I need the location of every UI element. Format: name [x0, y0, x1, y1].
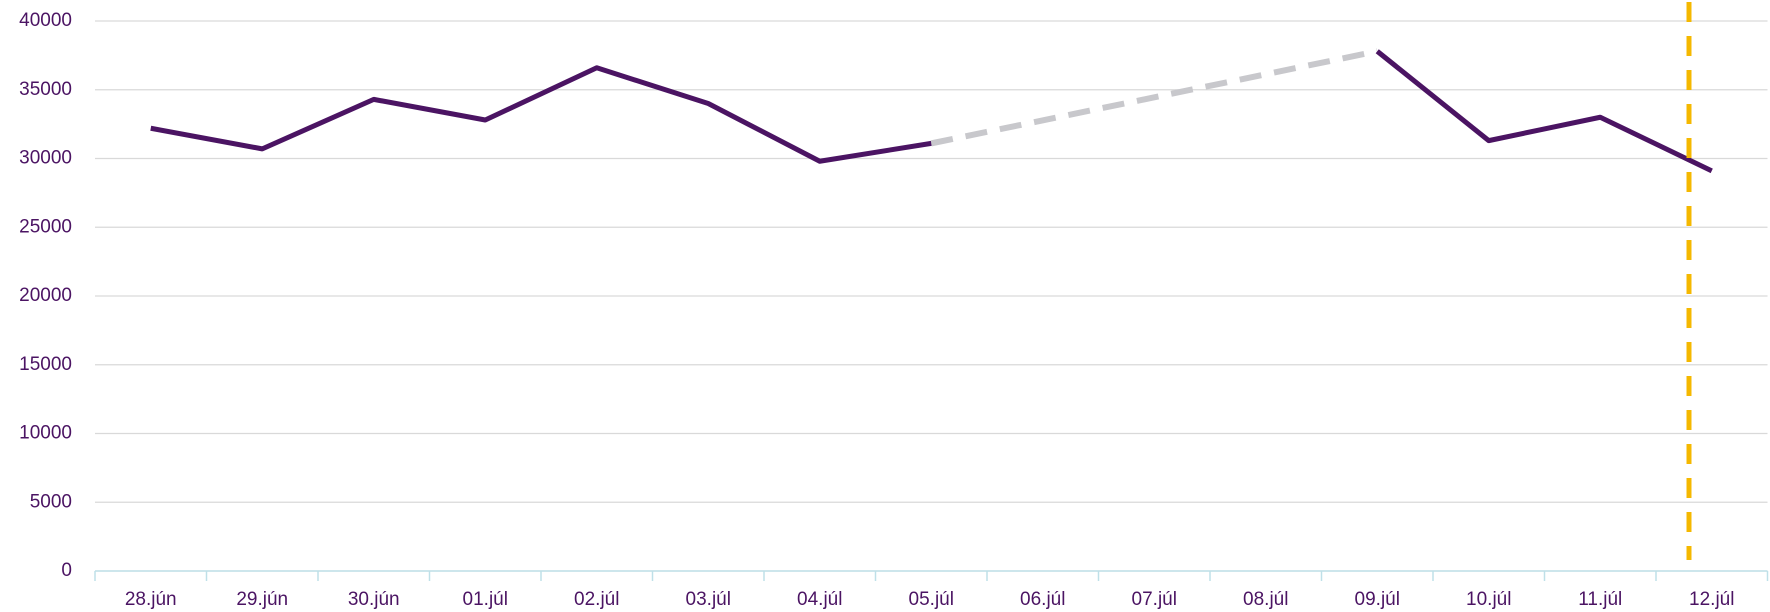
x-tick-label: 07.júl: [1132, 589, 1177, 610]
y-tick-label: 5000: [30, 491, 72, 512]
x-tick-label: 11.júl: [1578, 589, 1622, 610]
x-tick-label: 04.júl: [797, 589, 842, 610]
y-tick-label: 10000: [19, 423, 72, 444]
x-tick-label: 06.júl: [1020, 589, 1065, 610]
y-tick-label: 0: [61, 560, 72, 581]
y-tick-label: 40000: [19, 10, 72, 31]
x-tick-label: 10.júl: [1466, 589, 1511, 610]
x-tick-label: 02.júl: [574, 589, 619, 610]
x-tick-label: 01.júl: [463, 589, 508, 610]
y-tick-label: 30000: [19, 148, 72, 169]
line-series: [1375, 49, 1713, 174]
y-tick-label: 25000: [19, 216, 72, 237]
x-tick-label: 30.jún: [348, 589, 400, 610]
x-tick-label: 12.júl: [1689, 589, 1734, 610]
gap-connector: [930, 48, 1378, 147]
y-tick-label: 35000: [19, 79, 72, 100]
x-tick-label: 03.júl: [686, 589, 731, 610]
y-tick-label: 15000: [19, 354, 72, 375]
x-tick-label: 28.jún: [125, 589, 177, 610]
line-series: [150, 65, 932, 164]
x-tick-label: 08.júl: [1243, 589, 1288, 610]
x-tick-label: 09.júl: [1355, 589, 1400, 610]
y-tick-label: 20000: [19, 285, 72, 306]
x-tick-label: 05.júl: [909, 589, 954, 610]
x-tick-label: 29.jún: [236, 589, 288, 610]
